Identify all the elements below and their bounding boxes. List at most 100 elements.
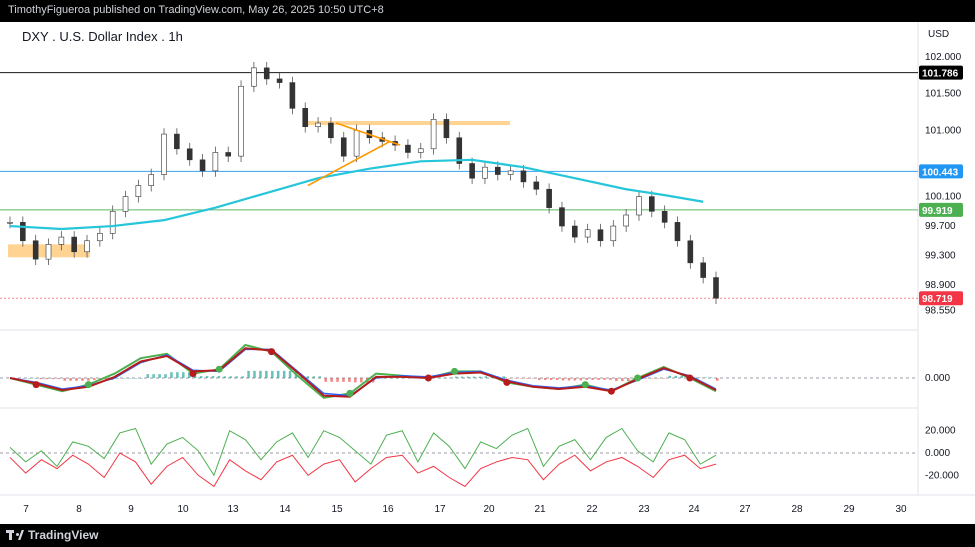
tradingview-logo-icon <box>6 529 24 541</box>
candle-body <box>713 277 719 299</box>
macd-histogram-bar <box>205 376 209 378</box>
macd-histogram-bar <box>603 378 606 380</box>
candle <box>122 190 129 218</box>
currency-label[interactable]: USD <box>928 29 950 40</box>
macd-histogram-bar <box>211 376 215 378</box>
price-tick-label: 98.900 <box>925 280 956 291</box>
candle-body <box>122 196 129 212</box>
time-tick-label: 21 <box>534 504 546 515</box>
candle <box>507 164 514 181</box>
macd-histogram-bar <box>81 378 84 381</box>
macd-histogram-bar <box>698 377 701 378</box>
candle-body <box>482 166 488 179</box>
candle <box>109 205 116 240</box>
macd-histogram-bar <box>538 378 541 380</box>
macd-histogram-bar <box>140 378 144 379</box>
candle-body <box>623 214 629 227</box>
candle <box>328 117 334 144</box>
candle <box>674 216 681 247</box>
macd-histogram-bar <box>526 378 529 379</box>
candle <box>443 113 450 144</box>
candle-body <box>520 170 527 183</box>
macd-histogram-bar <box>342 378 345 382</box>
price-label-bg <box>919 202 963 217</box>
macd-histogram-bar <box>27 378 31 379</box>
candle-body <box>597 229 604 242</box>
time-tick-label: 29 <box>843 504 855 515</box>
candle-body <box>559 207 565 227</box>
macd-histogram-bar <box>15 378 19 379</box>
candle <box>610 220 617 247</box>
candle-body <box>161 133 167 175</box>
macd-histogram-bar <box>217 376 221 378</box>
time-tick-label: 16 <box>382 504 394 515</box>
price-label-bg <box>919 65 963 80</box>
macd-histogram-bar <box>265 370 268 378</box>
price-label-text: 101.786 <box>922 69 959 80</box>
candle <box>302 102 309 133</box>
candle-body <box>340 137 347 157</box>
macd-histogram-bar <box>532 378 535 379</box>
candle <box>276 73 283 89</box>
candle <box>20 216 26 247</box>
macd-histogram-bar <box>324 378 327 382</box>
macd-histogram-bar <box>395 378 399 379</box>
macd-histogram-bar <box>241 376 244 378</box>
macd-histogram-bar <box>223 376 227 378</box>
macd-histogram-bar <box>484 376 488 378</box>
macd-histogram-bar <box>573 378 577 381</box>
macd-histogram-bar <box>170 372 173 378</box>
macd-histogram-bar <box>555 378 559 380</box>
candle-body <box>700 262 706 278</box>
candle <box>161 128 167 181</box>
candle-body <box>212 152 219 172</box>
time-tick-label: 28 <box>791 504 803 515</box>
macd-histogram-bar <box>674 375 677 378</box>
candle-body <box>186 148 193 161</box>
chart-title: DXY . U.S. Dollar Index . 1h <box>22 29 183 44</box>
moving-average-line <box>9 158 704 231</box>
candle <box>212 146 219 177</box>
price-tick-label: 100.100 <box>925 192 962 203</box>
macd-histogram-bar <box>312 376 316 378</box>
macd-histogram-bar <box>662 378 666 379</box>
candle <box>186 142 193 166</box>
candle <box>135 179 142 203</box>
candle <box>84 234 90 258</box>
macd-histogram-bar <box>259 370 262 378</box>
macd-histogram-bar <box>253 370 256 378</box>
tradingview-logo[interactable]: TradingView <box>6 528 98 542</box>
time-tick-label: 27 <box>739 504 751 515</box>
macd-histogram-bar <box>134 378 138 379</box>
macd-histogram-bar <box>668 375 672 378</box>
macd-histogram-bar <box>585 378 588 380</box>
candle-body <box>494 166 501 175</box>
candle-body <box>7 222 13 224</box>
price-tick-label: 98.550 <box>925 306 956 317</box>
candle <box>289 76 296 115</box>
macd-histogram-bar <box>69 378 72 381</box>
macd-histogram-bar <box>514 378 517 379</box>
macd-histogram-bar <box>543 378 547 380</box>
candle-body <box>571 225 578 238</box>
published-text: TimothyFigueroa published on TradingView… <box>8 4 384 16</box>
time-tick-label: 23 <box>638 504 650 515</box>
price-label-bg <box>919 291 963 306</box>
candle-body <box>405 144 411 153</box>
macd-histogram-bar <box>235 376 238 378</box>
candle-body <box>97 233 103 242</box>
macd-histogram-bar <box>567 378 571 381</box>
candle <box>225 146 232 163</box>
candle-body <box>430 119 437 150</box>
macd-histogram-bar <box>383 378 387 379</box>
macd-histogram-bar <box>271 370 274 378</box>
candle-body <box>661 211 668 223</box>
time-tick-label: 15 <box>331 504 343 515</box>
candle-body <box>135 185 142 197</box>
macd-histogram-bar <box>51 378 55 380</box>
macd-cross-dot <box>424 374 432 382</box>
candle <box>687 234 694 269</box>
footer-bar: TradingView <box>0 524 975 547</box>
macd-histogram-bar <box>39 378 43 380</box>
